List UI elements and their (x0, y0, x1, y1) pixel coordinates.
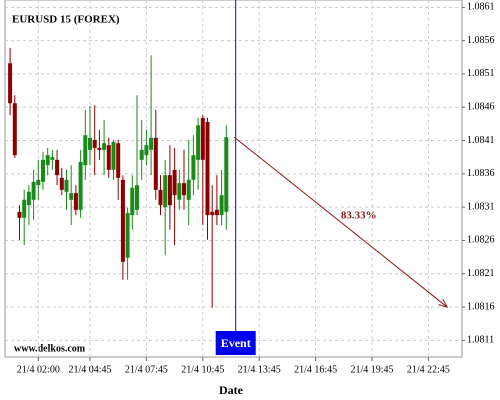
y-tick-label: 1.0826 (467, 235, 495, 246)
candle-body (8, 63, 13, 104)
chart-title: EURUSD 15 (FOREX) (12, 14, 120, 26)
x-tick-label: 21/4 10:45 (181, 364, 224, 375)
candle-body (120, 179, 125, 262)
candle-body (92, 139, 97, 148)
candle-body (149, 137, 154, 150)
candle-body (41, 159, 45, 182)
candle-body (83, 135, 88, 166)
candle-body (158, 189, 163, 206)
candle-body (130, 187, 135, 216)
y-tick-label: 1.0821 (467, 268, 495, 279)
y-tick-label: 1.0831 (467, 201, 495, 212)
candle-body (196, 125, 201, 160)
x-axis-title: Date (219, 383, 244, 397)
candle-body (116, 143, 121, 178)
candle-body (59, 177, 64, 190)
y-tick-label: 1.0811 (467, 335, 494, 346)
candle-body (205, 121, 210, 216)
y-tick-label: 1.0861 (467, 2, 495, 13)
watermark: www.delkos.com (14, 343, 86, 354)
candle-body (172, 169, 177, 196)
x-tick-label: 21/4 02:00 (17, 364, 60, 375)
candle-body (186, 179, 191, 200)
candle-body (182, 183, 186, 196)
candle-body (17, 211, 22, 218)
candle-body (106, 145, 111, 170)
candle-body (191, 155, 196, 180)
x-tick-label: 21/4 22:45 (407, 364, 450, 375)
event-label: Event (221, 336, 251, 350)
candle-body (214, 209, 219, 216)
y-tick-label: 1.0836 (467, 168, 495, 179)
candle-body (31, 181, 36, 200)
candle-body (88, 137, 92, 150)
candle-body (102, 143, 107, 150)
candle-body (144, 145, 149, 156)
plot-frame (4, 0, 463, 358)
candle-body (97, 147, 102, 150)
candle-body (73, 193, 78, 210)
x-tick-label: 21/4 04:45 (68, 364, 111, 375)
forecast-arrow (233, 136, 448, 308)
candle-body (224, 137, 229, 212)
y-tick-label: 1.0856 (467, 35, 495, 46)
candle-body (64, 179, 69, 192)
candle-body (36, 179, 41, 186)
candle-body (167, 175, 172, 206)
candle-body (153, 137, 158, 190)
candle-body (200, 117, 205, 160)
x-tick-label: 21/4 13:45 (238, 364, 281, 375)
candle-body (69, 193, 74, 200)
candle-body (125, 213, 130, 258)
event-box (215, 331, 256, 355)
candle-body (50, 157, 55, 160)
candle-body (55, 159, 60, 176)
candle-body (111, 141, 116, 170)
y-tick-label: 1.0816 (467, 301, 495, 312)
x-tick-label: 21/4 19:45 (350, 364, 393, 375)
candle-body (139, 149, 144, 160)
x-tick-label: 21/4 07:45 (125, 364, 168, 375)
arrow-head (438, 298, 449, 308)
candle-body (12, 103, 17, 156)
candle-body (22, 199, 27, 218)
candle-body (219, 195, 224, 216)
candle-body (163, 175, 168, 208)
candle-body (210, 211, 215, 216)
forecast-label: 83.33% (341, 210, 377, 222)
candle-body (26, 191, 31, 206)
y-tick-label: 1.0841 (467, 135, 495, 146)
y-tick-label: 1.0851 (467, 68, 495, 79)
candle-body (45, 155, 50, 166)
y-tick-label: 1.0846 (467, 102, 495, 113)
x-tick-label: 21/4 16:45 (294, 364, 337, 375)
candle-body (177, 183, 182, 200)
candle-body (78, 161, 83, 210)
candle-body (135, 185, 139, 210)
